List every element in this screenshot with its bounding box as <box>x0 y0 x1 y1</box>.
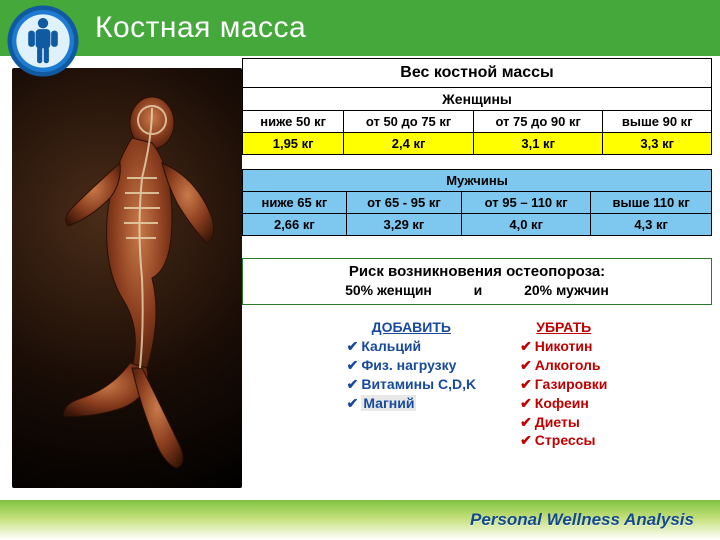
women-range-0: ниже 50 кг <box>243 111 344 133</box>
remove-item: ✔Кофеин <box>520 394 607 413</box>
add-items: ✔Кальций✔Физ. нагрузку✔Витамины C,D,K✔Ма… <box>347 337 476 413</box>
add-item-label: Магний <box>361 395 416 411</box>
men-range-1: от 65 - 95 кг <box>346 192 461 214</box>
women-value-3: 3,3 кг <box>603 133 712 155</box>
anatomy-illustration <box>12 68 242 488</box>
bone-mass-table-men: Мужчины ниже 65 кг от 65 - 95 кг от 95 –… <box>242 169 712 236</box>
risk-title: Риск возникновения остеопороза: <box>249 263 705 280</box>
footer-bar: Personal Wellness Analysis <box>0 500 720 540</box>
remove-item: ✔Стрессы <box>520 431 607 450</box>
table-title: Вес костной массы <box>243 59 712 88</box>
remove-item: ✔Диеты <box>520 413 607 432</box>
check-icon: ✔ <box>347 357 359 373</box>
women-range-3: выше 90 кг <box>603 111 712 133</box>
gender-women: Женщины <box>243 88 712 111</box>
check-icon: ✔ <box>520 376 532 392</box>
risk-subline: 50% женщин и 20% мужчин <box>249 282 705 298</box>
women-value-0: 1,95 кг <box>243 133 344 155</box>
add-header: ДОБАВИТЬ <box>347 319 476 335</box>
women-range-2: от 75 до 90 кг <box>473 111 603 133</box>
footer-text: Personal Wellness Analysis <box>470 510 694 530</box>
remove-item-label: Газировки <box>535 376 608 392</box>
remove-items: ✔Никотин✔Алкоголь✔Газировки✔Кофеин✔Диеты… <box>520 337 607 450</box>
add-item-label: Кальций <box>361 338 421 354</box>
check-icon: ✔ <box>347 338 359 354</box>
add-item-label: Витамины C,D,K <box>361 376 476 392</box>
check-icon: ✔ <box>347 376 359 392</box>
women-range-1: от 50 до 75 кг <box>344 111 474 133</box>
check-icon: ✔ <box>520 395 532 411</box>
men-value-3: 4,3 кг <box>591 214 712 236</box>
page-title: Костная масса <box>95 11 306 45</box>
remove-item-label: Алкоголь <box>535 357 601 373</box>
men-range-2: от 95 – 110 кг <box>462 192 591 214</box>
advice-lists: ДОБАВИТЬ ✔Кальций✔Физ. нагрузку✔Витамины… <box>242 319 712 450</box>
men-value-2: 4,0 кг <box>462 214 591 236</box>
title-bar: Костная масса <box>0 0 720 56</box>
check-icon: ✔ <box>347 395 359 411</box>
remove-item-label: Кофеин <box>535 395 589 411</box>
bone-mass-table-women: Вес костной массы Женщины ниже 50 кг от … <box>242 58 712 155</box>
add-item-label: Физ. нагрузку <box>361 357 456 373</box>
men-range-3: выше 110 кг <box>591 192 712 214</box>
check-icon: ✔ <box>520 432 532 448</box>
remove-item: ✔Газировки <box>520 375 607 394</box>
risk-men: 20% мужчин <box>524 282 609 298</box>
gender-men: Мужчины <box>243 170 712 192</box>
men-range-0: ниже 65 кг <box>243 192 347 214</box>
add-item: ✔Магний <box>347 394 476 413</box>
tables-column: Вес костной массы Женщины ниже 50 кг от … <box>242 58 712 450</box>
women-value-2: 3,1 кг <box>473 133 603 155</box>
women-value-1: 2,4 кг <box>344 133 474 155</box>
remove-item: ✔Алкоголь <box>520 356 607 375</box>
remove-item-label: Стрессы <box>535 432 596 448</box>
remove-list: УБРАТЬ ✔Никотин✔Алкоголь✔Газировки✔Кофеи… <box>520 319 607 450</box>
check-icon: ✔ <box>520 357 532 373</box>
risk-and: и <box>474 282 483 298</box>
add-item: ✔Кальций <box>347 337 476 356</box>
osteoporosis-risk-box: Риск возникновения остеопороза: 50% женщ… <box>242 258 712 305</box>
remove-item: ✔Никотин <box>520 337 607 356</box>
remove-item-label: Диеты <box>535 414 580 430</box>
add-item: ✔Витамины C,D,K <box>347 375 476 394</box>
remove-item-label: Никотин <box>535 338 593 354</box>
remove-header: УБРАТЬ <box>520 319 607 335</box>
add-item: ✔Физ. нагрузку <box>347 356 476 375</box>
add-list: ДОБАВИТЬ ✔Кальций✔Физ. нагрузку✔Витамины… <box>347 319 476 450</box>
check-icon: ✔ <box>520 338 532 354</box>
check-icon: ✔ <box>520 414 532 430</box>
men-value-0: 2,66 кг <box>243 214 347 236</box>
logo-badge <box>6 4 80 78</box>
men-value-1: 3,29 кг <box>346 214 461 236</box>
content-area: Вес костной массы Женщины ниже 50 кг от … <box>0 56 720 500</box>
risk-women: 50% женщин <box>345 282 432 298</box>
